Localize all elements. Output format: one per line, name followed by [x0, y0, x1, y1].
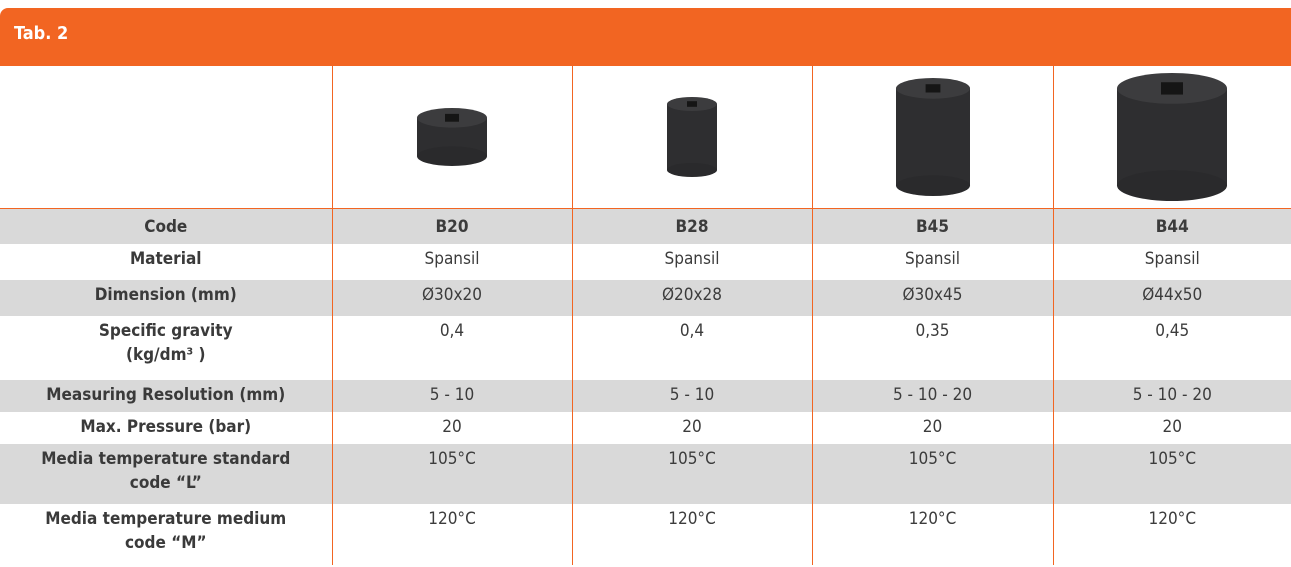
row-label: Specific gravity (kg/dm³ ) [98, 321, 233, 365]
cell: Ø30x45 [811, 280, 1053, 316]
cell: 0,4 [571, 316, 812, 380]
cell: 20 [571, 412, 812, 444]
float-image [667, 97, 717, 177]
table-row: Max. Pressure (bar) 20 20 20 20 [0, 412, 1291, 444]
cell: 5 - 10 - 20 [1052, 380, 1291, 412]
cell: 5 - 10 [571, 380, 812, 412]
float-image [895, 78, 970, 196]
table-row: Material Spansil Spansil Spansil Spansil [0, 244, 1291, 280]
cell: 0,35 [811, 316, 1053, 380]
cell: B45 [811, 208, 1053, 244]
table-row: Media temperature medium code “M” 120°C 12… [0, 504, 1291, 565]
row-label: Media temperature medium code “M” [45, 509, 287, 553]
table-row: Measuring Resolution (mm) 5 - 10 5 - 10 5 -… [0, 380, 1291, 412]
image-cell [331, 66, 572, 209]
cell: 120°C [1052, 504, 1291, 565]
cell: Ø30x20 [331, 280, 572, 316]
cell: 120°C [331, 504, 572, 565]
row-label: Material [129, 249, 202, 269]
cell: 120°C [571, 504, 812, 565]
table-row: Dimension (mm) Ø30x20 Ø20x28 Ø30x45 Ø44x50 [0, 280, 1291, 316]
cell: 20 [331, 412, 572, 444]
cell: Spansil [1052, 244, 1291, 280]
row-label: Media temperature standard code “L” [0, 444, 332, 504]
cell: 105°C [571, 444, 812, 504]
cell: 20 [811, 412, 1053, 444]
cell: 0,45 [1052, 316, 1291, 380]
table-row: Specific gravity (kg/dm³ ) 0,4 0,4 0,35 0,45 [0, 316, 1291, 380]
image-cell [811, 66, 1053, 209]
cell: B28 [571, 208, 812, 244]
float-image [1117, 73, 1228, 201]
table-row: Code B20 B28 B45 B44 [0, 208, 1291, 244]
cell: 5 - 10 - 20 [811, 380, 1053, 412]
header-title: Tab. 2 [14, 23, 69, 44]
row-label: Code [0, 208, 332, 244]
cell: B44 [1052, 208, 1291, 244]
image-row [0, 66, 1291, 209]
cell: B20 [331, 208, 572, 244]
table-row: Media temperature standard code “L” 105°C… [0, 444, 1291, 504]
cell: 105°C [331, 444, 572, 504]
row-label: Max. Pressure (bar) [80, 417, 252, 437]
cell: 20 [1052, 412, 1291, 444]
cell: Spansil [571, 244, 812, 280]
row-label: Dimension (mm) [0, 280, 332, 316]
cell: 105°C [1052, 444, 1291, 504]
cell: Ø20x28 [571, 280, 812, 316]
image-cell [571, 66, 812, 209]
cell: Spansil [811, 244, 1053, 280]
table-body: Code B20 B28 B45 B44 Material Spansil Spansil Sp… [0, 66, 1291, 565]
header-bar: Tab. 2 [0, 8, 1291, 66]
cell: Spansil [331, 244, 572, 280]
image-cell [1052, 66, 1291, 209]
cell: 120°C [811, 504, 1053, 565]
cell: Ø44x50 [1052, 280, 1291, 316]
row-label: Measuring Resolution (mm) [0, 380, 332, 412]
image-cell [0, 66, 332, 209]
cell: 105°C [811, 444, 1053, 504]
float-image [417, 108, 487, 166]
cell: 0,4 [331, 316, 572, 380]
spec-table: Code B20 B28 B45 B44 Material Spansil Spansil Sp… [0, 66, 1291, 565]
cell: 5 - 10 [331, 380, 572, 412]
